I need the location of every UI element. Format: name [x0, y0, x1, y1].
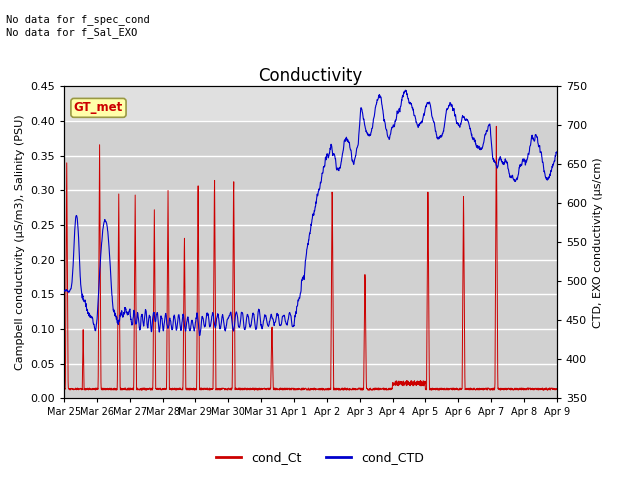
- Text: No data for f_spec_cond
No data for f_Sal_EXO: No data for f_spec_cond No data for f_Sa…: [6, 14, 150, 38]
- Y-axis label: Campbell conductivity (μS/m3), Salinity (PSU): Campbell conductivity (μS/m3), Salinity …: [15, 115, 25, 370]
- Y-axis label: CTD, EXO conductivity (μs/cm): CTD, EXO conductivity (μs/cm): [593, 157, 602, 328]
- Legend: cond_Ct, cond_CTD: cond_Ct, cond_CTD: [211, 446, 429, 469]
- Text: GT_met: GT_met: [74, 101, 123, 114]
- Bar: [64, 121, 557, 398]
- Title: Conductivity: Conductivity: [259, 67, 362, 85]
